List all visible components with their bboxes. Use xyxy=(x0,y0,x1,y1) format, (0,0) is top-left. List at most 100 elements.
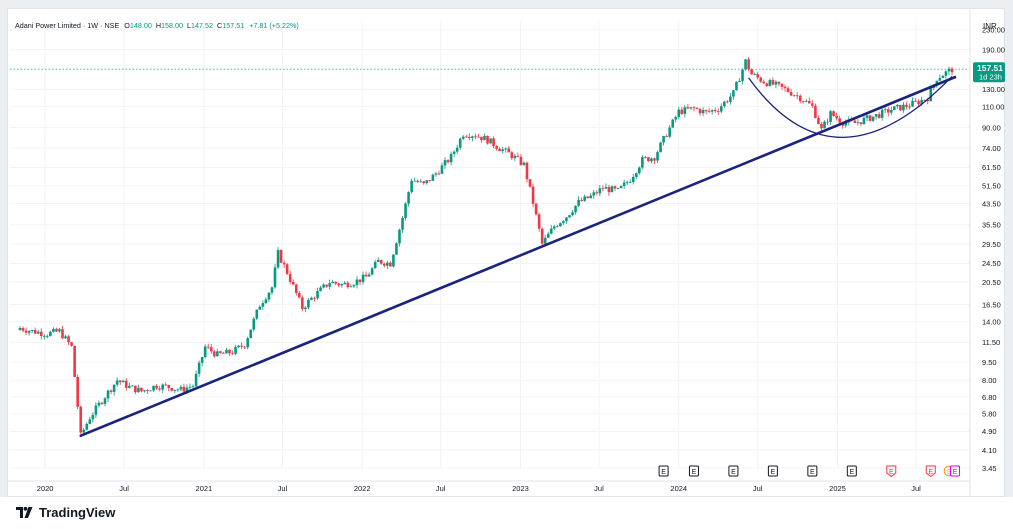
tradingview-brand[interactable]: TradingView xyxy=(16,505,115,520)
y-tick-label: 90.00 xyxy=(982,123,1001,132)
candle-up xyxy=(774,81,778,85)
y-tick-label: 61.50 xyxy=(982,163,1001,172)
candle-down xyxy=(155,385,158,389)
candle-up xyxy=(504,148,508,150)
candle-down xyxy=(832,111,835,116)
candle-up xyxy=(768,80,772,86)
candle-up xyxy=(112,384,116,392)
event-marker-earnings[interactable]: E xyxy=(767,465,778,477)
candle-up xyxy=(373,262,377,269)
candle-down xyxy=(771,80,775,85)
candle-up xyxy=(471,136,474,138)
event-label: E xyxy=(731,469,736,476)
price-scale[interactable]: 230.00 190.00 130.00 110.00 90.00 74.00 61.50 5… xyxy=(982,26,1005,473)
candle-down xyxy=(826,121,829,123)
candle-up xyxy=(559,223,562,227)
candle-up xyxy=(631,176,635,183)
candle-up xyxy=(893,106,896,111)
candle-up xyxy=(419,181,423,183)
candle-up xyxy=(85,423,89,430)
candle-down xyxy=(219,351,222,353)
event-marker-earnings-miss[interactable]: E xyxy=(925,465,936,478)
candle-down xyxy=(297,293,301,298)
candle-up xyxy=(440,165,444,174)
candle-up xyxy=(103,398,107,404)
candle-down xyxy=(686,107,690,109)
candle-up xyxy=(404,203,407,218)
y-tick-label: 110.00 xyxy=(982,102,1004,111)
candle-down xyxy=(39,331,43,336)
candle-up xyxy=(458,138,462,148)
cup-arc[interactable] xyxy=(748,75,953,138)
trendline[interactable] xyxy=(79,75,957,438)
candle-down xyxy=(124,380,128,388)
event-marker-earnings-miss[interactable]: E xyxy=(886,465,897,478)
candle-down xyxy=(67,336,70,343)
candle-down xyxy=(838,118,841,123)
candle-up xyxy=(18,328,22,331)
candle-down xyxy=(695,108,699,110)
candle-up xyxy=(361,274,365,282)
candle-up xyxy=(200,357,204,363)
candle-down xyxy=(507,148,511,153)
candle-down xyxy=(477,136,480,138)
y-tick-label: 74.00 xyxy=(982,144,1001,153)
candle-down xyxy=(528,179,532,187)
candle-down xyxy=(704,110,708,112)
event-label: E xyxy=(928,469,933,476)
y-tick-label: 4.10 xyxy=(982,446,997,455)
candle-up xyxy=(735,81,738,91)
candle-up xyxy=(483,135,486,141)
candle-up xyxy=(276,250,280,268)
candle-up xyxy=(677,109,681,117)
candle-down xyxy=(164,384,168,386)
event-marker-earnings-upcoming[interactable]: E xyxy=(950,465,961,477)
candle-down xyxy=(416,180,419,182)
candle-up xyxy=(568,215,571,218)
candle-down xyxy=(713,110,717,112)
candle-up xyxy=(194,373,198,387)
candle-up xyxy=(392,254,395,267)
event-label: E xyxy=(889,469,894,476)
candle-up xyxy=(386,262,389,266)
candle-up xyxy=(258,306,262,310)
candle-up xyxy=(638,167,641,174)
event-marker-earnings[interactable]: E xyxy=(846,465,857,477)
candle-down xyxy=(474,136,477,138)
candle-down xyxy=(917,101,920,105)
candle-down xyxy=(464,136,468,138)
candle-up xyxy=(871,116,875,121)
candle-down xyxy=(480,136,483,141)
candle-down xyxy=(786,88,790,92)
candle-down xyxy=(118,380,122,383)
candle-down xyxy=(282,262,286,265)
candle-up xyxy=(261,303,265,307)
candle-up xyxy=(82,429,86,433)
candle-up xyxy=(197,362,201,374)
candle-down xyxy=(70,342,73,346)
candle-up xyxy=(577,199,580,206)
candle-up xyxy=(489,138,492,144)
event-marker-earnings[interactable]: E xyxy=(658,465,669,477)
x-tick-label: Jul xyxy=(594,484,604,493)
candle-up xyxy=(689,107,693,109)
time-scale[interactable]: 2020 Jul 2021 Jul 2022 Jul 2023 Jul 2024 Jul 2025 J… xyxy=(37,484,921,493)
candle-down xyxy=(76,376,79,407)
event-marker-earnings[interactable]: E xyxy=(807,465,818,477)
candle-up xyxy=(902,104,905,111)
y-tick-label: 6.80 xyxy=(982,393,997,402)
candle-down xyxy=(820,123,823,129)
candle-down xyxy=(206,346,210,348)
x-tick-label: 2020 xyxy=(37,484,54,493)
footer: TradingView xyxy=(0,497,1013,529)
event-marker-earnings[interactable]: E xyxy=(728,465,739,477)
x-tick-label: 2024 xyxy=(670,484,687,493)
tradingview-logo-icon xyxy=(16,506,33,518)
event-marker-earnings[interactable]: E xyxy=(688,465,699,477)
candle-down xyxy=(109,390,113,392)
legend: Adani Power Limited · 1W · NSE O148.00 H… xyxy=(15,21,299,30)
candle-down xyxy=(337,283,341,286)
candle-up xyxy=(911,100,914,107)
